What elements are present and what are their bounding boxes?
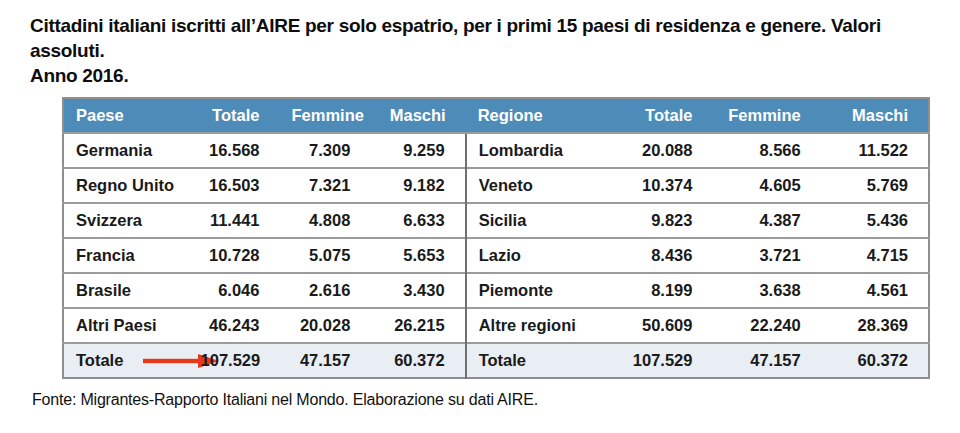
value-cell: 22.240 [712,308,820,343]
column-header: Paese [63,98,189,133]
value-cell: 9.182 [370,168,465,203]
value-cell: 46.243 [189,308,280,343]
title-line-2: Anno 2016. [30,65,128,86]
value-cell: 11.522 [821,133,929,168]
value-cell: 10.728 [189,238,280,273]
value-cell: 3.721 [712,238,820,273]
value-cell: 8.436 [600,238,713,273]
country-cell: Svizzera [63,203,189,238]
value-cell: 5.653 [370,238,465,273]
region-cell: Piemonte [466,273,600,308]
title-line-1: Cittadini italiani iscritti all’AIRE per… [30,15,881,61]
region-cell: Veneto [466,168,600,203]
value-cell: 3.638 [712,273,820,308]
value-cell: 60.372 [821,343,929,378]
value-cell: 4.387 [712,203,820,238]
total-row: Totale107.52947.15760.372Totale107.52947… [63,343,929,378]
value-cell: 28.369 [821,308,929,343]
value-cell: 8.566 [712,133,820,168]
column-header: Femmine [712,98,820,133]
value-cell: 8.199 [600,273,713,308]
country-cell: Brasile [63,273,189,308]
value-cell: 6.046 [189,273,280,308]
value-cell: 4.715 [821,238,929,273]
value-cell: 4.561 [821,273,929,308]
source-note: Fonte: Migrantes-Rapporto Italiani nel M… [32,391,930,409]
region-cell: Totale [466,343,600,378]
page: Cittadini italiani iscritti all’AIRE per… [0,0,960,409]
country-cell: Altri Paesi [63,308,189,343]
value-cell: 11.441 [189,203,280,238]
value-cell: 5.075 [279,238,370,273]
value-cell: 3.430 [370,273,465,308]
value-cell: 47.157 [712,343,820,378]
value-cell: 26.215 [370,308,465,343]
value-cell: 50.609 [600,308,713,343]
column-header: Totale [600,98,713,133]
aire-table: PaeseTotaleFemmineMaschiRegioneTotaleFem… [62,97,930,379]
value-cell: 107.529 [600,343,713,378]
value-cell: 9.259 [370,133,465,168]
value-cell: 47.157 [279,343,370,378]
value-cell: 20.028 [279,308,370,343]
column-header: Femmine [279,98,370,133]
page-title: Cittadini italiani iscritti all’AIRE per… [30,13,930,88]
region-cell: Sicilia [466,203,600,238]
region-cell: Altre regioni [466,308,600,343]
table-row: Altri Paesi46.24320.02826.215Altre regio… [63,308,929,343]
column-header: Maschi [370,98,465,133]
value-cell: 4.808 [279,203,370,238]
value-cell: 9.823 [600,203,713,238]
value-cell: 16.568 [189,133,280,168]
region-cell: Lombardia [466,133,600,168]
value-cell: 5.436 [821,203,929,238]
value-cell: 7.321 [279,168,370,203]
country-cell: Germania [63,133,189,168]
country-cell: Regno Unito [63,168,189,203]
value-cell: 10.374 [600,168,713,203]
value-cell: 107.529 [189,343,280,378]
value-cell: 6.633 [370,203,465,238]
table-row: Francia10.7285.0755.653Lazio8.4363.7214.… [63,238,929,273]
country-cell: Francia [63,238,189,273]
value-cell: 7.309 [279,133,370,168]
region-cell: Lazio [466,238,600,273]
total-label: Totale [76,351,123,370]
value-cell: 5.769 [821,168,929,203]
table-row: Brasile6.0462.6163.430Piemonte8.1993.638… [63,273,929,308]
table-body: Germania16.5687.3099.259Lombardia20.0888… [63,133,929,378]
value-cell: 16.503 [189,168,280,203]
value-cell: 4.605 [712,168,820,203]
value-cell: 60.372 [370,343,465,378]
table-row: Svizzera11.4414.8086.633Sicilia9.8234.38… [63,203,929,238]
country-cell: Totale [63,343,189,378]
column-header: Maschi [821,98,929,133]
column-header: Totale [189,98,280,133]
value-cell: 2.616 [279,273,370,308]
column-header: Regione [466,98,600,133]
table-row: Germania16.5687.3099.259Lombardia20.0888… [63,133,929,168]
table-header-row: PaeseTotaleFemmineMaschiRegioneTotaleFem… [63,98,929,133]
value-cell: 20.088 [600,133,713,168]
table-row: Regno Unito16.5037.3219.182Veneto10.3744… [63,168,929,203]
